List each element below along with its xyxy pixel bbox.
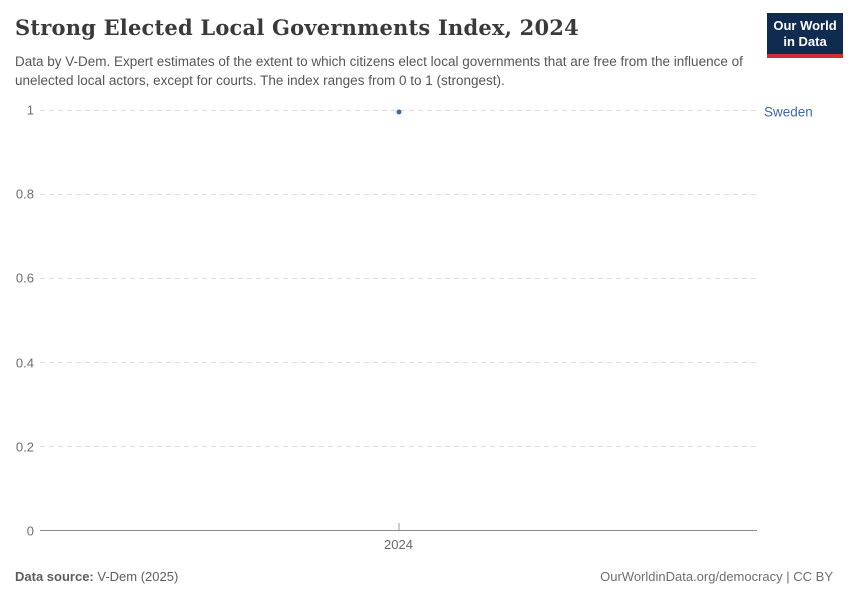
chart-subtitle: Data by V-Dem. Expert estimates of the e… [15, 54, 743, 88]
x-tick-label-2024: 2024 [384, 537, 413, 552]
owid-logo-line2: in Data [783, 34, 827, 49]
data-source-label: Data source: [15, 569, 94, 584]
y-tick-label-0.2: 0.2 [15, 439, 34, 455]
plot-area: Sweden [40, 105, 813, 531]
gridline-0.2 [40, 446, 757, 447]
gridline-0.4 [40, 362, 757, 363]
owid-logo[interactable]: Our World in Data [767, 13, 843, 58]
y-tick-label-0.4: 0.4 [15, 355, 34, 371]
data-point-sweden[interactable] [396, 109, 401, 115]
license-note[interactable]: OurWorldinData.org/democracy | CC BY [600, 569, 833, 584]
y-tick-label-0: 0 [26, 523, 34, 539]
y-axis-labels: 0 0.2 0.4 0.6 0.8 1 [0, 103, 34, 539]
y-tick-label-0.6: 0.6 [15, 270, 34, 286]
x-tick-mark-2024 [398, 523, 399, 530]
y-tick-label-0.8: 0.8 [15, 186, 34, 202]
page-title: Strong Elected Local Governments Index, … [15, 15, 579, 40]
data-source-value: V-Dem (2025) [93, 569, 179, 584]
y-tick-label-1: 1 [26, 102, 34, 118]
x-axis-labels: 2024 [40, 537, 757, 553]
gridline-0.6 [40, 278, 757, 279]
entity-label-sweden[interactable]: Sweden [764, 104, 813, 120]
data-source-note: Data source: V-Dem (2025) [15, 569, 178, 584]
gridline-0.8 [40, 194, 757, 195]
owid-logo-line1: Our World [773, 18, 837, 33]
